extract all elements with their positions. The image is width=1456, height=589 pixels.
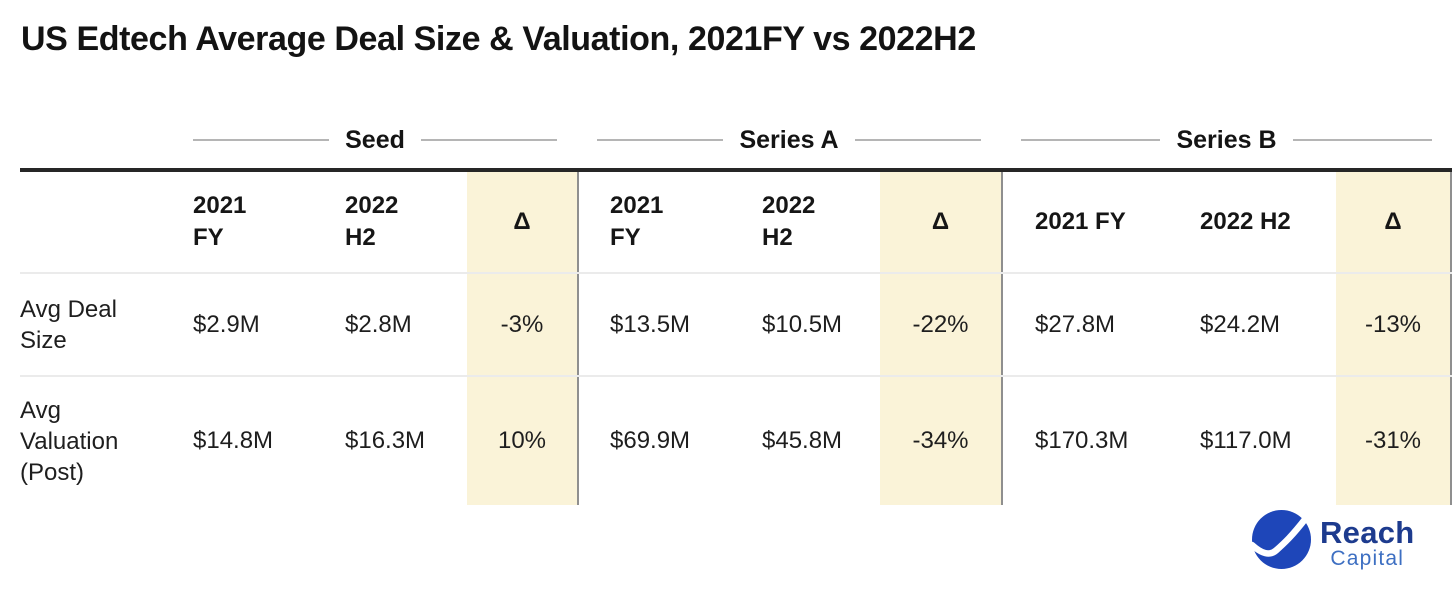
value-cell: $14.8M <box>193 427 274 454</box>
value-cell: $13.5M <box>577 274 762 375</box>
reach-capital-logo: Reach Capital <box>1248 510 1415 574</box>
header-rule <box>20 168 1452 172</box>
table-row: Avg Valuation (Post) $14.8M $16.3M 10% $… <box>20 375 1452 505</box>
value-cell: $24.2M <box>1200 310 1281 338</box>
delta-col-header: Δ <box>880 172 1001 272</box>
value-cell: $170.3M <box>1001 377 1200 505</box>
group-label: Series B <box>1176 125 1277 154</box>
deal-valuation-table: Seed Series A Series B 2021 FY 2022 H2 Δ… <box>20 112 1452 505</box>
divider-line <box>1021 139 1161 141</box>
delta-cell: -34% <box>880 377 1001 505</box>
divider-line <box>854 139 982 141</box>
logo-name: Reach <box>1320 514 1415 550</box>
col-header: 2021 FY <box>577 172 762 272</box>
col-header: 2021 FY <box>1001 172 1200 272</box>
value-cell: $69.9M <box>577 377 762 505</box>
logo-subtitle: Capital <box>1330 546 1405 570</box>
value-cell: $45.8M <box>762 427 843 454</box>
col-header: 2022 H2 <box>1200 208 1291 235</box>
delta-cell: -13% <box>1336 274 1452 375</box>
group-header-row: Seed Series A Series B <box>20 112 1452 168</box>
wave-circle-icon <box>1248 510 1311 574</box>
divider-line <box>597 139 724 141</box>
row-label: Avg Valuation (Post) <box>20 396 119 486</box>
delta-col-header: Δ <box>467 172 577 272</box>
group-label: Seed <box>345 125 405 154</box>
col-header: 2022 H2 <box>762 192 816 251</box>
delta-cell: -22% <box>880 274 1001 375</box>
value-cell: $2.9M <box>193 310 260 338</box>
delta-cell: -3% <box>467 274 577 375</box>
group-header-seed: Seed <box>173 112 577 168</box>
col-header: 2021 FY <box>193 192 247 251</box>
delta-col-header: Δ <box>1336 172 1452 272</box>
col-header: 2022 H2 <box>345 192 399 251</box>
value-cell: $117.0M <box>1200 427 1292 454</box>
logo-text: Reach Capital <box>1320 515 1415 570</box>
divider-line <box>1292 139 1432 141</box>
value-cell: $2.8M <box>345 310 412 338</box>
column-header-row: 2021 FY 2022 H2 Δ 2021 FY 2022 H2 Δ 2021… <box>20 172 1452 272</box>
delta-cell: 10% <box>467 377 577 505</box>
value-cell: $27.8M <box>1001 274 1200 375</box>
value-cell: $16.3M <box>345 427 426 454</box>
delta-cell: -31% <box>1336 377 1452 505</box>
divider-line <box>420 139 558 141</box>
group-label: Series A <box>739 125 839 154</box>
row-label: Avg Deal Size <box>20 295 117 354</box>
divider-line <box>193 139 330 141</box>
corner-cell <box>20 172 173 272</box>
group-header-series-b: Series B <box>1001 112 1452 168</box>
table-row: Avg Deal Size $2.9M $2.8M -3% $13.5M $10… <box>20 272 1452 375</box>
page-title: US Edtech Average Deal Size & Valuation,… <box>21 20 976 58</box>
value-cell: $10.5M <box>762 310 843 338</box>
group-header-series-a: Series A <box>577 112 1001 168</box>
